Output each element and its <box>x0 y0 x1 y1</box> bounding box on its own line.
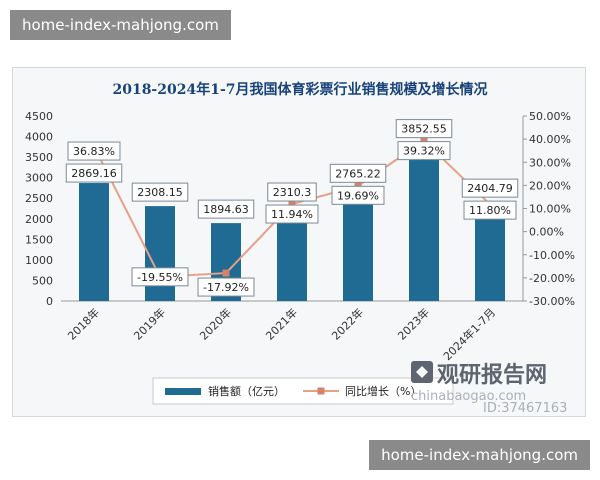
legend-line-marker <box>317 387 325 395</box>
x-category-label: 2023年 <box>395 305 432 342</box>
bar-data-label-group: 2308.15 <box>131 182 189 202</box>
bar-data-label-box <box>395 119 453 139</box>
growth-data-label-box <box>463 200 517 220</box>
y-right-tick-label: 10.00% <box>529 203 571 216</box>
y-right-tick-label: -30.00% <box>529 295 575 308</box>
y-right-tick-label: 30.00% <box>529 156 571 169</box>
bar-data-label-box <box>461 178 519 198</box>
bar-data-label-group: 3852.55 <box>395 119 453 139</box>
bar-data-label-box <box>131 182 189 202</box>
growth-data-label-box <box>397 141 451 161</box>
growth-marker <box>288 200 296 208</box>
growth-data-label-box <box>131 267 189 287</box>
growth-data-label: 39.32% <box>403 145 445 158</box>
y-right-tick-label: 20.00% <box>529 179 571 192</box>
y-left-tick-label: 1500 <box>25 233 53 246</box>
bar-data-label-group: 2310.3 <box>267 182 317 202</box>
y-right-tick-label: 0.00% <box>529 226 564 239</box>
x-category-label: 2019年 <box>131 305 168 342</box>
y-left-tick-label: 3000 <box>25 172 53 185</box>
y-right-tick-label: -10.00% <box>529 249 575 262</box>
sales-bar <box>145 206 175 301</box>
brand-logo: 观研报告网 chinabaogao.com ID:37467163 <box>411 361 567 416</box>
y-left-tick-label: 500 <box>32 274 53 287</box>
sales-bar <box>409 142 439 301</box>
x-category-label: 2024年1-7月 <box>440 305 498 363</box>
growth-data-label: 19.69% <box>337 189 379 202</box>
bar-data-label-group: 2765.22 <box>329 163 387 183</box>
bar-data-label: 3852.55 <box>401 123 447 136</box>
logo-id: ID:37467163 <box>483 401 567 416</box>
bar-data-label: 2869.16 <box>71 167 117 180</box>
bar-data-label-box <box>329 163 387 183</box>
growth-data-label: -19.55% <box>137 271 183 284</box>
sales-bar <box>79 183 109 301</box>
x-category-label: 2020年 <box>197 305 234 342</box>
growth-data-label-box <box>197 277 255 297</box>
growth-data-label-group: 36.83% <box>67 141 121 161</box>
logo-sub: chinabaogao.com <box>411 389 526 404</box>
bar-data-label: 1894.63 <box>203 203 249 216</box>
y-left-tick-label: 2500 <box>25 192 53 205</box>
sales-growth-chart: 2018-2024年1-7月我国体育彩票行业销售规模及增长情况 0 500 1000… <box>25 81 575 416</box>
growth-data-label: -17.92% <box>203 281 249 294</box>
sales-bar <box>343 187 373 301</box>
growth-data-label-group: 39.32% <box>397 141 451 161</box>
y-left-tick-label: 2000 <box>25 213 53 226</box>
y-left-tick-label: 4000 <box>25 131 53 144</box>
growth-data-label-group: 11.94% <box>265 204 319 224</box>
logo-icon <box>411 361 433 383</box>
x-category-label: 2022年 <box>329 305 366 342</box>
growth-marker <box>420 137 428 145</box>
bar-data-label-group: 2404.79 <box>461 178 519 198</box>
y-right-tick-label: 50.00% <box>529 110 571 123</box>
growth-data-label-group: 11.80% <box>463 200 517 220</box>
chart-frame: 2018-2024年1-7月我国体育彩票行业销售规模及增长情况 0 500 1000… <box>12 67 586 417</box>
watermark-bottom: home-index-mahjong.com <box>369 440 590 470</box>
x-category-label: 2021年 <box>263 305 300 342</box>
logo-text: 观研报告网 <box>437 363 547 388</box>
growth-data-label: 11.80% <box>469 204 511 217</box>
growth-data-label-box <box>331 185 385 205</box>
bar-data-label: 2308.15 <box>137 186 183 199</box>
bar-data-label-box <box>267 182 317 202</box>
growth-data-label-group: -17.92% <box>197 277 255 297</box>
growth-data-label-box <box>67 141 121 161</box>
legend-bar-label: 销售额（亿元） <box>208 384 285 398</box>
bar-data-label: 2404.79 <box>467 182 513 195</box>
y-left-tick-label: 3500 <box>25 151 53 164</box>
growth-data-label-group: 19.69% <box>331 185 385 205</box>
legend-bar-swatch <box>165 388 201 395</box>
growth-marker <box>222 269 230 277</box>
growth-data-label: 11.94% <box>271 208 313 221</box>
y-right-tick-label: -20.00% <box>529 272 575 285</box>
watermark-top: home-index-mahjong.com <box>10 10 231 40</box>
x-category-label: 2018年 <box>65 305 102 342</box>
chart-title: 2018-2024年1-7月我国体育彩票行业销售规模及增长情况 <box>112 81 487 98</box>
bar-data-label-group: 1894.63 <box>197 199 255 219</box>
y-left-tick-label: 1000 <box>25 254 53 267</box>
growth-data-label-box <box>265 204 319 224</box>
bar-data-label: 2765.22 <box>335 167 381 180</box>
bar-data-label: 2310.3 <box>273 186 312 199</box>
bar-data-label-group: 2869.16 <box>65 163 123 183</box>
bar-data-label-box <box>197 199 255 219</box>
y-left-tick-label: 4500 <box>25 110 53 123</box>
growth-data-label-group: -19.55% <box>131 267 189 287</box>
y-right-tick-label: 40.00% <box>529 133 571 146</box>
legend-line-label: 同比增长（%） <box>345 384 421 398</box>
growth-data-label: 36.83% <box>73 145 115 158</box>
y-left-tick-label: 0 <box>46 295 53 308</box>
bar-data-label-box <box>65 163 123 183</box>
